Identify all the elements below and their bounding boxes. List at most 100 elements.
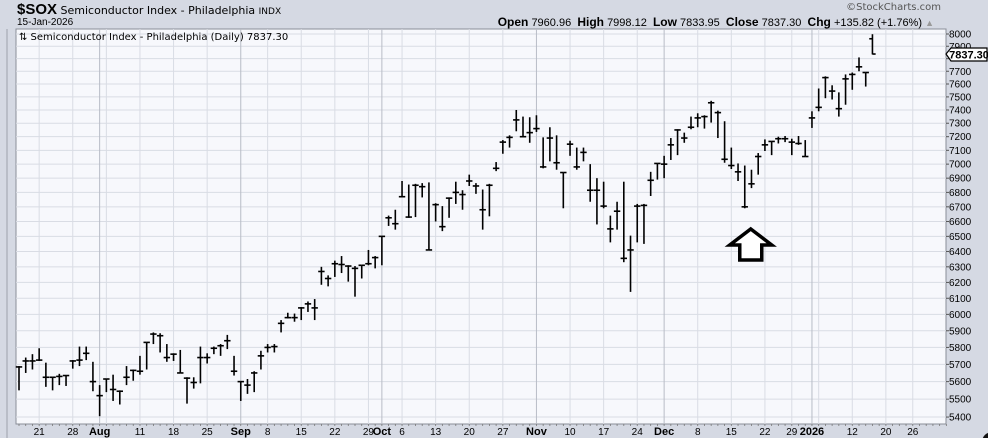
ohlc-bar (728, 147, 735, 170)
ohlc-bar (398, 180, 406, 198)
plot-area (15, 28, 947, 425)
y-tick-label: 7100 (949, 146, 972, 157)
ohlc-bar (183, 377, 191, 404)
triangle-up-icon: ▲ (925, 18, 934, 28)
x-tick-label: 21 (34, 427, 46, 438)
ohlc-bar (553, 135, 560, 170)
gridlines (16, 29, 946, 424)
x-tick-label: 22 (329, 427, 341, 438)
ohlc-bar (224, 334, 231, 350)
ohlc-bar (324, 275, 332, 287)
ohlc-bar (237, 380, 244, 401)
ohlc-bar (385, 215, 392, 226)
x-tick-label: 2026 (800, 426, 824, 438)
ohlc-bar (405, 184, 412, 218)
low-value: 7833.95 (680, 17, 720, 29)
ohlc-bar (694, 113, 701, 128)
ohlc-bar (486, 183, 493, 217)
x-tick-label: Sep (231, 426, 251, 438)
ohlc-bar (755, 153, 762, 175)
ohlc-bar (163, 344, 171, 362)
ohlc-bar (560, 171, 567, 209)
ohlc-bar (640, 203, 648, 244)
ohlc-bar (472, 183, 480, 194)
ohlc-bar (634, 203, 641, 243)
exchange: INDX (258, 7, 282, 17)
ohlc-bar (573, 147, 580, 170)
ohlc-bar (318, 266, 325, 285)
y-tick-label: 7700 (949, 67, 972, 78)
ohlc-bar (466, 174, 473, 186)
ohlc-bar (190, 377, 197, 389)
ohlc-bar (815, 88, 822, 112)
ohlc-bar (123, 366, 130, 386)
ohlc-bar (479, 189, 486, 230)
chart-title: $SOX Semiconductor Index - Philadelphia … (17, 1, 281, 18)
y-tick-label: 6600 (949, 217, 972, 228)
ohlc-bar (855, 57, 863, 72)
ohlc-bar (607, 215, 614, 243)
ohlc-bar (828, 85, 836, 100)
ohlc-bar (842, 74, 849, 105)
chart-legend: ⇅ Semiconductor Index - Philadelphia (Da… (19, 32, 288, 43)
ohlc-bar (654, 162, 661, 180)
y-tick-label: 6800 (949, 188, 972, 199)
ohlc-bar (156, 333, 164, 353)
ohlc-bar (539, 137, 547, 169)
stockcharts-logo: ©StockCharts.com (846, 2, 941, 13)
ohlc-bar (291, 313, 298, 322)
ohlc-bar (721, 121, 728, 163)
ohlc-bar (647, 171, 654, 196)
ohlc-bar (660, 155, 668, 179)
x-tick-label: 15 (726, 427, 738, 438)
ohlc-bar (89, 361, 97, 392)
x-tick-label: 20 (464, 427, 476, 438)
y-tick-label: 6100 (949, 294, 972, 305)
ohlc-bar (707, 100, 715, 123)
ohlc-bar (96, 385, 103, 417)
ohlc-bar (835, 92, 843, 117)
x-tick-label: 15 (296, 427, 308, 438)
x-tick-label: 12 (847, 427, 859, 438)
ohlc-bar (257, 350, 265, 370)
close-label: Close (725, 15, 759, 29)
ohlc-bar (795, 136, 802, 145)
ohlc-bar (22, 357, 29, 373)
x-tick-label: 29 (363, 427, 375, 438)
ohlc-bar (264, 344, 271, 353)
chg-value: +135.82 (+1.76%) (833, 17, 923, 29)
security-name: Semiconductor Index - Philadelphia (60, 4, 256, 17)
ohlc-bar (761, 139, 769, 152)
ohlc-bar (768, 140, 775, 156)
ohlc-bar (419, 183, 426, 198)
x-tick-label: Dec (654, 426, 674, 438)
ohlc-bar (392, 209, 399, 230)
y-tick-label: 7200 (949, 132, 972, 143)
ohlc-bar (849, 72, 856, 90)
y-tick-label: 6500 (949, 232, 972, 243)
ohlc-bar (150, 332, 157, 345)
ohlc-bar (35, 348, 43, 361)
ohlc-bar (338, 256, 345, 274)
ohlc-bar (412, 183, 419, 218)
ohlc-bar (103, 378, 110, 393)
ohlc-bar (331, 260, 339, 277)
x-tick-label: 8 (695, 427, 701, 438)
ohlc-bar (822, 76, 829, 99)
ohlc-bar (62, 374, 70, 386)
x-tick-label: 27 (497, 427, 509, 438)
x-tick-label: Aug (89, 426, 110, 438)
ohlc-bar (378, 235, 386, 266)
ohlc-bar (869, 34, 876, 55)
ohlc-bar (217, 344, 224, 356)
y-tick-label: 6200 (949, 278, 972, 289)
y-tick-label: 6000 (949, 310, 972, 321)
ohlc-summary: Open 7960.96 High 7998.12 Low 7833.95 Cl… (498, 15, 934, 29)
ohlc-bar (593, 178, 601, 225)
ohlc-bar (170, 353, 177, 361)
ohlc-bar (519, 116, 527, 138)
ohlc-bar (130, 369, 137, 381)
ohlc-bar (277, 320, 285, 333)
